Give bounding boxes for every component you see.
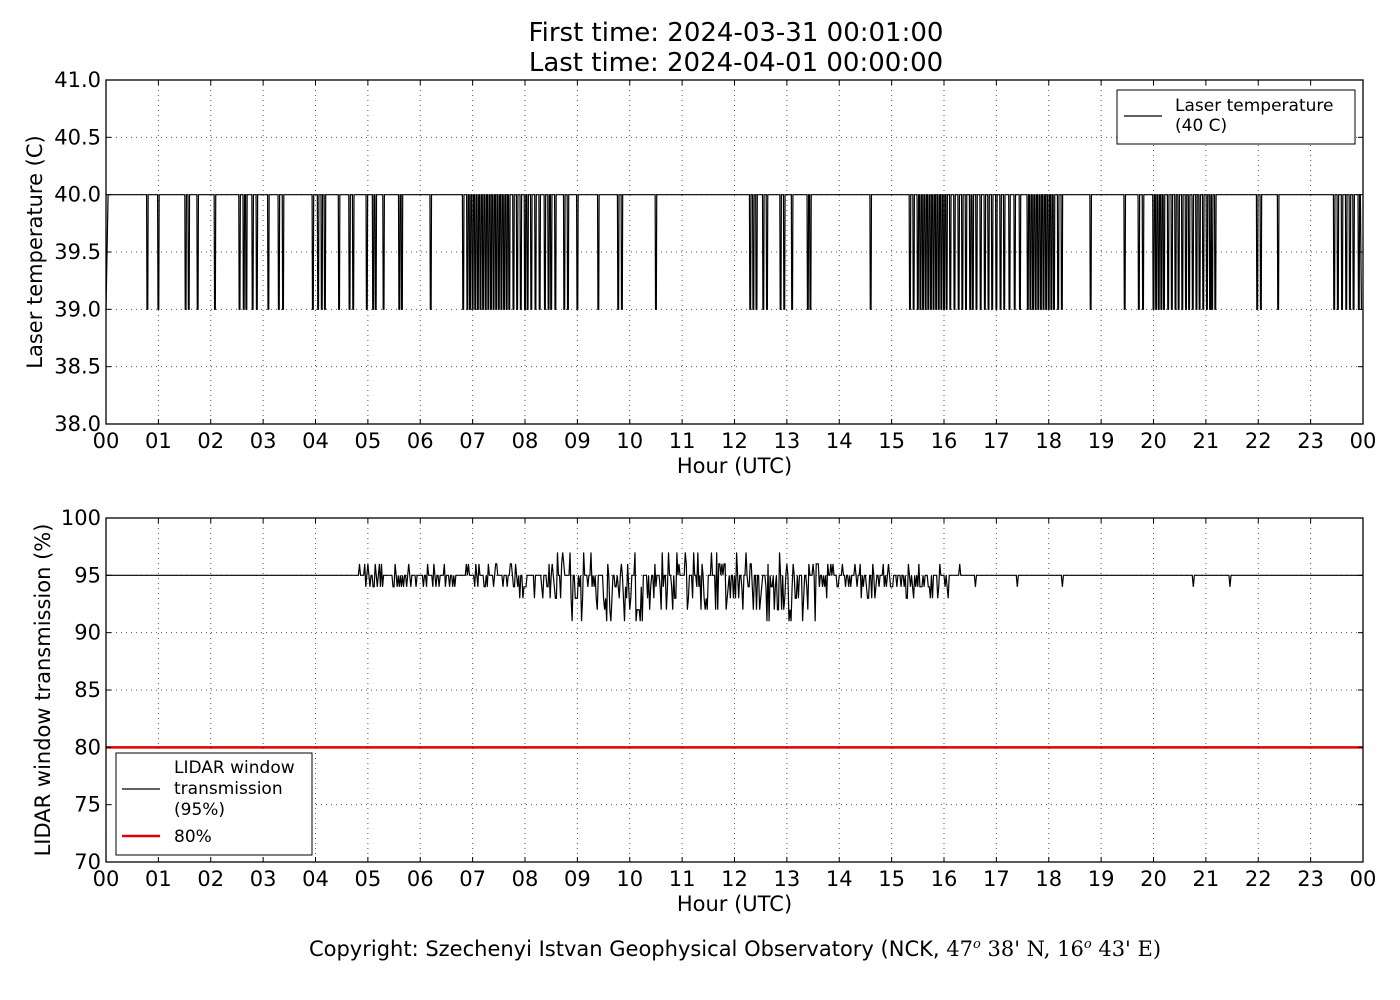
y-tick-label: 95 xyxy=(74,563,101,587)
longitude-degrees: 16o xyxy=(1057,937,1092,961)
x-tick-label: 05 xyxy=(355,867,382,891)
x-tick-label: 22 xyxy=(1245,867,1272,891)
plot-2: 00 01 02 03 04 05 06 07 08 09 10 11 12 13 14 15 16 17 18 19… xyxy=(31,506,1376,916)
copyright-note: Copyright: Szechenyi Istvan Geophysical … xyxy=(0,937,1400,961)
y-tick-label: 85 xyxy=(74,678,101,702)
x-tick-label: 09 xyxy=(564,429,591,453)
x-tick-label: 19 xyxy=(1088,429,1115,453)
x-tick-label: 13 xyxy=(774,429,801,453)
x-axis-label: Hour (UTC) xyxy=(677,892,792,916)
legend-label-lidar: LIDAR window xyxy=(174,758,295,778)
x-tick-label: 08 xyxy=(512,429,539,453)
y-tick-label: 90 xyxy=(74,621,101,645)
legend-label-lidar: (95%) xyxy=(174,800,225,820)
longitude-minutes: 43' E) xyxy=(1098,937,1162,961)
x-tick-label: 21 xyxy=(1193,867,1220,891)
x-tick-label: 22 xyxy=(1245,429,1272,453)
chart-title-line2: Last time: 2024-04-01 00:00:00 xyxy=(528,48,944,78)
x-tick-label: 00 xyxy=(93,867,120,891)
x-tick-label: 11 xyxy=(669,429,696,453)
y-axis-label: Laser temperature (C) xyxy=(23,135,47,368)
x-tick-label: 04 xyxy=(302,867,329,891)
x-tick-label: 10 xyxy=(616,429,643,453)
x-tick-label: 05 xyxy=(355,429,382,453)
x-tick-label: 10 xyxy=(616,867,643,891)
legend: Laser temperature(40 C) xyxy=(1116,89,1356,145)
x-tick-label: 01 xyxy=(145,429,172,453)
y-tick-label: 39.0 xyxy=(54,297,101,321)
y-tick-label: 40.5 xyxy=(54,125,101,149)
x-tick-label: 21 xyxy=(1193,429,1220,453)
x-tick-label: 23 xyxy=(1297,429,1324,453)
y-axis-label: LIDAR window transmission (%) xyxy=(31,524,55,857)
x-tick-label: 20 xyxy=(1140,867,1167,891)
x-tick-label: 02 xyxy=(197,867,224,891)
y-tick-label: 38.0 xyxy=(54,412,101,436)
x-tick-label: 00 xyxy=(93,429,120,453)
x-tick-label: 06 xyxy=(407,867,434,891)
longitude-degree-symbol: o xyxy=(1083,937,1092,952)
y-tick-label: 75 xyxy=(74,793,101,817)
x-tick-label: 12 xyxy=(721,429,748,453)
x-tick-label: 13 xyxy=(774,867,801,891)
x-tick-label: 17 xyxy=(983,867,1010,891)
y-tick-label: 39.5 xyxy=(54,240,101,264)
legend-box xyxy=(1116,89,1356,145)
y-tick-label: 70 xyxy=(74,850,101,874)
latitude-minutes: 38' N, xyxy=(987,937,1051,961)
laser-temperature-series xyxy=(105,194,1363,310)
copyright-text: Copyright: Szechenyi Istvan Geophysical … xyxy=(308,937,940,961)
chart-title-line1: First time: 2024-03-31 00:01:00 xyxy=(528,18,944,48)
x-tick-label: 06 xyxy=(407,429,434,453)
x-tick-label: 08 xyxy=(512,867,539,891)
plot-1: 00 01 02 03 04 05 06 07 08 09 10 11 12 13 14 15 16 17 18 19… xyxy=(23,68,1376,478)
x-tick-label: 07 xyxy=(459,429,486,453)
legend-label-laser: Laser temperature xyxy=(1175,96,1333,116)
x-axis-label: Hour (UTC) xyxy=(677,454,792,478)
x-tick-label: 00 xyxy=(1350,429,1377,453)
x-tick-label: 02 xyxy=(197,429,224,453)
x-tick-label: 18 xyxy=(1035,867,1062,891)
y-tick-label: 41.0 xyxy=(54,68,101,92)
x-tick-label: 03 xyxy=(250,429,277,453)
x-tick-label: 03 xyxy=(250,867,277,891)
latitude-degree-symbol: o xyxy=(972,937,981,952)
y-tick-label: 80 xyxy=(74,735,101,759)
legend-label-laser: (40 C) xyxy=(1175,116,1227,136)
legend-label-threshold: 80% xyxy=(174,827,212,847)
x-tick-label: 14 xyxy=(826,867,853,891)
x-tick-label: 15 xyxy=(878,867,905,891)
x-tick-label: 18 xyxy=(1035,429,1062,453)
x-tick-label: 12 xyxy=(721,867,748,891)
x-tick-label: 15 xyxy=(878,429,905,453)
lidar-transmission-series xyxy=(106,552,1363,622)
x-tick-label: 16 xyxy=(931,429,958,453)
x-tick-label: 00 xyxy=(1350,867,1377,891)
x-tick-label: 04 xyxy=(302,429,329,453)
x-tick-label: 23 xyxy=(1297,867,1324,891)
x-tick-label: 07 xyxy=(459,867,486,891)
x-tick-label: 09 xyxy=(564,867,591,891)
latitude-degrees: 47o xyxy=(946,937,981,961)
x-tick-label: 19 xyxy=(1088,867,1115,891)
x-tick-label: 14 xyxy=(826,429,853,453)
x-tick-label: 16 xyxy=(931,867,958,891)
y-tick-label: 100 xyxy=(61,506,101,530)
x-tick-label: 20 xyxy=(1140,429,1167,453)
legend-box xyxy=(115,752,313,856)
y-tick-label: 40.0 xyxy=(54,183,101,207)
legend-label-lidar: transmission xyxy=(174,779,283,799)
x-tick-label: 01 xyxy=(145,867,172,891)
latitude-degree-value: 47 xyxy=(946,937,973,961)
y-tick-label: 38.5 xyxy=(54,355,101,379)
x-tick-label: 11 xyxy=(669,867,696,891)
x-tick-label: 17 xyxy=(983,429,1010,453)
longitude-degree-value: 16 xyxy=(1057,937,1084,961)
